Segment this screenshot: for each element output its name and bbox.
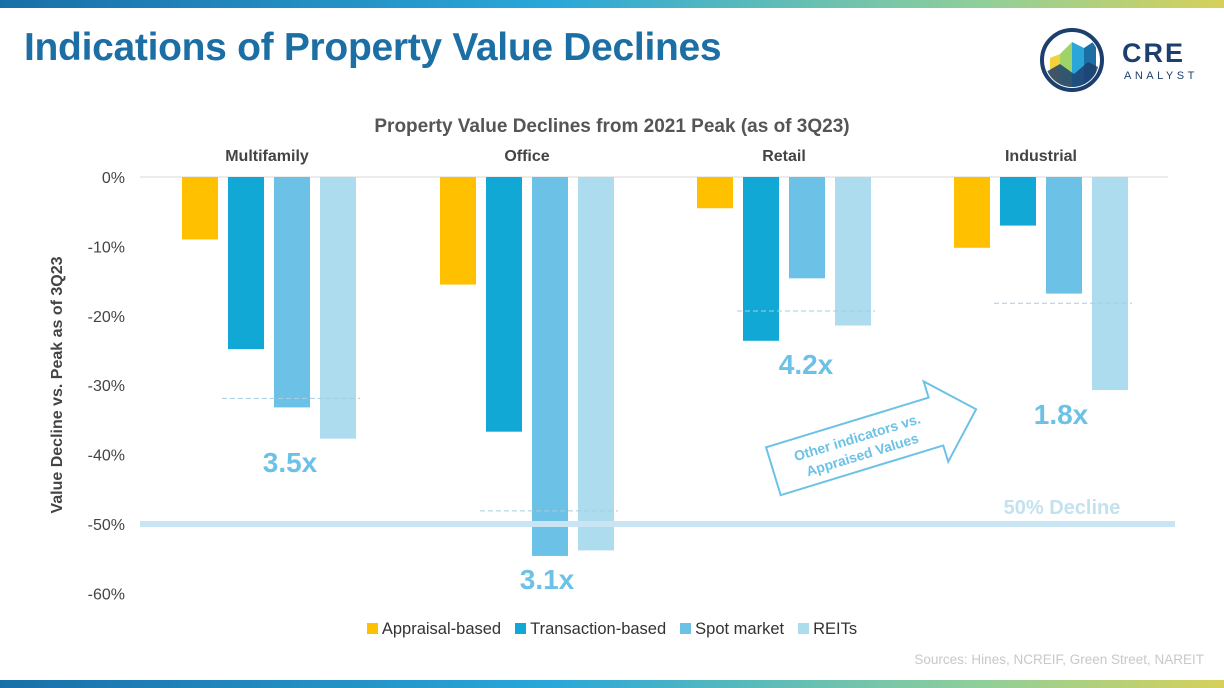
category-label: Retail — [762, 148, 806, 165]
legend-swatch — [366, 623, 378, 634]
y-tick-label: -30% — [88, 378, 125, 395]
bottom-accent-band — [0, 680, 1224, 688]
bar — [228, 177, 264, 350]
bar — [440, 177, 476, 285]
decline-reference-line — [140, 521, 1175, 527]
page-title: Indications of Property Value Declines — [24, 26, 722, 69]
multiple-label: 4.2x — [779, 349, 834, 380]
cre-analyst-logo: CRE ANALYST — [1040, 28, 1210, 94]
category-label: Industrial — [1005, 148, 1077, 165]
legend-swatch — [515, 623, 527, 634]
bar — [1000, 177, 1036, 226]
bar — [320, 177, 356, 439]
multiple-label: 3.1x — [520, 564, 575, 595]
y-tick-label: -10% — [88, 239, 125, 256]
bar — [697, 177, 733, 209]
y-tick-label: -60% — [88, 586, 125, 603]
chart-legend: Appraisal-based Transaction-based Spot mar… — [0, 620, 1224, 639]
bar — [486, 177, 522, 432]
legend-label: Transaction-based — [530, 620, 667, 638]
legend-label: Spot market — [695, 620, 785, 638]
annotation-arrow: Other indicators vs.Appraised ValuesOthe… — [764, 379, 978, 497]
category-label: Multifamily — [225, 148, 309, 165]
y-tick-label: -20% — [88, 309, 125, 326]
legend-item: Spot market — [680, 620, 784, 639]
legend-label: REITs — [813, 620, 858, 638]
y-tick-label: -40% — [88, 448, 125, 465]
multiple-label: 1.8x — [1034, 399, 1089, 430]
y-tick-label: 0% — [102, 170, 125, 187]
y-axis-label: Value Decline vs. Peak as of 3Q23 — [49, 256, 66, 513]
bar — [182, 177, 218, 240]
logo-name: CRE — [1122, 38, 1186, 68]
top-accent-band — [0, 0, 1224, 8]
bar — [789, 177, 825, 279]
logo-subtitle: ANALYST — [1124, 70, 1198, 82]
legend-item: Appraisal-based — [366, 620, 502, 639]
bar — [835, 177, 871, 326]
bar — [743, 177, 779, 341]
chart-title: Property Value Declines from 2021 Peak (… — [374, 116, 849, 137]
bar — [954, 177, 990, 248]
y-tick-label: -50% — [88, 517, 125, 534]
bar — [1092, 177, 1128, 391]
legend-label: Appraisal-based — [381, 620, 502, 638]
legend-item: Transaction-based — [515, 620, 666, 639]
legend-item: REITs — [798, 620, 857, 639]
decline-reference-label: 50% Decline — [1004, 497, 1121, 519]
legend-swatch — [798, 623, 810, 634]
bar — [578, 177, 614, 551]
category-label: Office — [504, 148, 549, 165]
multiple-label: 3.5x — [263, 447, 318, 478]
annotation-arrow-shape — [764, 379, 978, 497]
bar — [532, 177, 568, 556]
bar — [274, 177, 310, 408]
source-note: Sources: Hines, NCREIF, Green Street, NA… — [914, 652, 1204, 667]
bar — [1046, 177, 1082, 294]
logo-mark-icon — [1040, 28, 1104, 92]
legend-swatch — [680, 623, 692, 634]
